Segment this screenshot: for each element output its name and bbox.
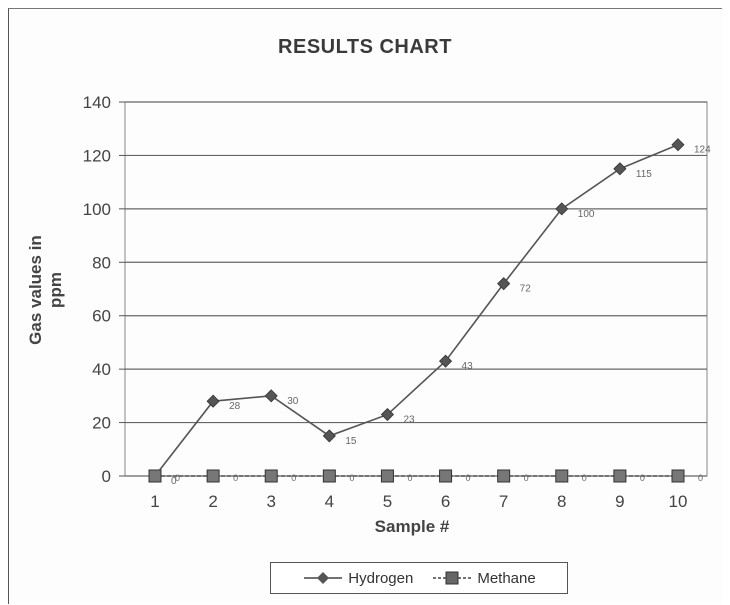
x-tick-label: 4 (325, 492, 334, 511)
square-marker-icon (433, 571, 472, 585)
hydrogen-data-label: 115 (636, 169, 652, 180)
methane-point (264, 469, 278, 483)
legend: Hydrogen Methane (270, 562, 568, 594)
y-tick-label: 20 (92, 414, 111, 433)
x-tick-label: 1 (150, 492, 159, 511)
x-tick-label: 5 (383, 492, 392, 511)
legend-item-hydrogen: Hydrogen (302, 570, 413, 587)
hydrogen-data-label: 15 (345, 436, 357, 447)
y-tick-label: 140 (83, 93, 111, 112)
plot-area-border (124, 101, 708, 477)
methane-data-label: 0 (233, 473, 238, 483)
series-lines (154, 144, 679, 477)
x-tick-label: 7 (499, 492, 508, 511)
x-tick-labels: 1 2 3 4 5 6 7 8 9 10 (150, 492, 687, 511)
y-tick-label: 100 (83, 200, 111, 219)
x-tick-label: 8 (557, 492, 566, 511)
x-tick-label: 2 (208, 492, 217, 511)
methane-point (439, 469, 453, 483)
methane-point (671, 469, 685, 483)
methane-data-label: 0 (466, 473, 471, 483)
hydrogen-data-label: 100 (578, 209, 595, 220)
y-tick-label: 120 (83, 146, 111, 165)
methane-point (497, 469, 511, 483)
chart-frame (8, 8, 722, 604)
hydrogen-data-label: 43 (462, 361, 474, 372)
methane-data-label: 0 (582, 473, 587, 483)
legend-label-methane: Methane (477, 569, 536, 587)
hydrogen-point (380, 407, 395, 422)
chart-title: RESULTS CHART (278, 36, 452, 58)
methane-point (148, 469, 162, 483)
y-tick-label: 40 (92, 360, 111, 379)
hydrogen-data-label: 0 (171, 476, 177, 487)
y-axis-label-line1: Gas values in (26, 235, 45, 345)
hydrogen-data-label: 72 (520, 284, 532, 295)
hydrogen-point (206, 394, 220, 408)
hydrogen-data-label: 124 (694, 145, 711, 156)
hydrogen-point (438, 354, 453, 368)
hydrogen-point (613, 162, 627, 176)
methane-data-label: 0 (175, 473, 180, 483)
y-tick-label: 60 (92, 307, 111, 326)
hydrogen-data-label: 23 (403, 415, 415, 426)
legend-item-methane: Methane (431, 569, 536, 587)
hydrogen-point (497, 277, 511, 291)
methane-data-label: 0 (349, 473, 354, 483)
series-markers (148, 138, 685, 483)
hydrogen-data-label: 28 (229, 401, 241, 412)
methane-data-label: 0 (291, 473, 296, 483)
methane-data-label: 0 (407, 473, 412, 483)
hydrogen-data-label: 30 (287, 396, 299, 407)
x-tick-label: 6 (441, 492, 450, 511)
y-axis-label-line2: ppm (46, 272, 65, 308)
methane-point (322, 469, 336, 483)
methane-point (555, 469, 569, 483)
hydrogen-point (671, 138, 685, 152)
diamond-marker-icon (304, 572, 343, 584)
methane-data-label: 0 (640, 473, 645, 483)
methane-data-label: 0 (524, 473, 529, 483)
y-tick-labels: 0 20 40 60 80 100 120 140 (83, 93, 111, 486)
methane-data-label: 0 (698, 473, 703, 483)
x-tick-label: 10 (669, 492, 688, 511)
methane-point (206, 469, 220, 483)
y-tick-label: 80 (92, 253, 111, 272)
hydrogen-point (264, 389, 278, 403)
x-tick-label: 9 (615, 492, 624, 511)
y-tick-label: 0 (102, 467, 111, 486)
hydrogen-point (322, 429, 336, 443)
legend-label-hydrogen: Hydrogen (348, 569, 414, 587)
series-line-hydrogen (154, 144, 679, 477)
methane-point (613, 469, 627, 483)
hydrogen-point (555, 202, 569, 216)
x-tick-label: 3 (266, 492, 275, 511)
methane-point (380, 469, 394, 483)
x-axis-label: Sample # (375, 517, 450, 536)
